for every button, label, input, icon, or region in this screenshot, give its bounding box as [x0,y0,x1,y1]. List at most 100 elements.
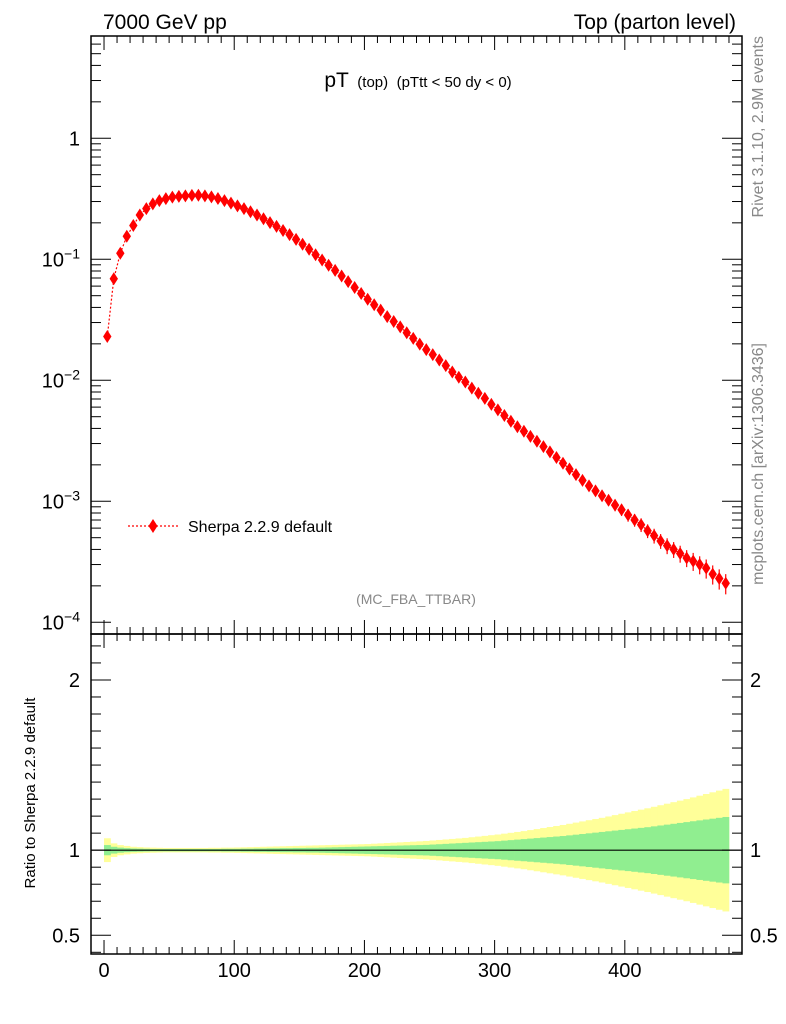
data-point [116,246,125,260]
data-point [187,188,197,202]
data-point [226,196,236,210]
data-point [435,353,444,367]
data-point [148,197,158,211]
data-point [122,229,132,243]
x-tick-label: 200 [348,960,381,982]
data-point [441,359,450,373]
data-point [662,539,672,553]
data-point [291,232,301,246]
main-title: pT (top) (pTtt < 50 dy < 0) [324,69,511,92]
data-point [591,484,600,498]
data-point [656,534,665,548]
tick-base: 10 [42,370,64,392]
data-point [422,343,431,357]
data-point [207,190,216,204]
data-point [610,498,620,512]
main-y-tick-labels: 1 10−1 10−2 10−3 10−4 [42,128,80,634]
data-point [311,248,320,262]
data-point [623,508,633,522]
data-point [461,375,470,389]
data-point [233,199,242,213]
ratio-y-tick-label-right: 0.5 [750,925,778,947]
main-y-tick-label: 10−3 [42,487,80,513]
data-point [493,403,503,417]
mcplots-label: mcplots.cern.ch [arXiv:1306.3436] [750,343,767,585]
header-right-label: Top (parton level) [574,11,736,34]
data-point [402,326,411,340]
data-point [708,567,717,581]
data-point [265,216,275,230]
data-point [369,298,379,312]
data-point [578,473,587,487]
tick-exponent: −1 [64,245,80,261]
data-point [513,420,522,434]
data-point [363,292,372,306]
data-point [317,253,327,267]
x-tick-label: 300 [478,960,511,982]
data-point [597,489,607,503]
data-point [246,205,255,219]
data-point [155,194,164,208]
data-point [617,503,626,517]
data-point [428,348,437,362]
data-point [213,191,223,205]
data-point [500,409,509,423]
data-point [330,263,340,277]
main-y-tick-label: 10−4 [42,608,80,634]
x-tick-label: 100 [218,960,251,982]
ratio-y-axis-label: Ratio to Sherpa 2.2.9 default [22,697,39,889]
data-point [194,188,203,202]
tick-exponent: −2 [64,366,80,382]
watermark-label: (MC_FBA_TTBAR) [356,591,476,607]
data-point [409,331,418,345]
ratio-axis-ticks [91,634,742,954]
data-point [454,370,464,384]
data-point [539,440,548,454]
data-point [298,237,307,251]
data-point [636,518,646,532]
title-sub-2: (pTtt < 50 dy < 0) [397,74,512,91]
ratio-y-tick-label-left: 0.5 [52,925,80,947]
data-point [161,192,171,206]
tick-exponent: −4 [64,608,80,624]
data-point [396,320,405,334]
data-point [715,572,724,586]
data-point [389,314,398,328]
title-main: pT [324,69,349,92]
data-point [669,542,678,556]
ratio-y-tick-label-right: 1 [750,840,761,862]
data-point [649,529,659,543]
data-point [682,551,691,565]
data-point [545,445,555,459]
x-tick-label: 400 [608,960,641,982]
data-point [252,208,262,222]
tick-base: 1 [69,128,80,150]
data-point [109,272,118,286]
data-point [552,450,561,464]
data-point [129,219,138,233]
main-axis-ticks [91,35,742,634]
ratio-y-tick-labels: 2 2 1 1 0.5 0.5 [52,670,778,947]
ratio-y-tick-label-left: 1 [69,840,80,862]
data-point [259,212,268,226]
data-point [103,329,112,343]
data-point [643,524,652,538]
x-tick-labels: 0 100 200 300 400 [98,960,641,982]
data-point [474,386,483,400]
data-point [174,189,184,203]
data-point [721,576,730,590]
data-point [415,337,424,351]
data-point [604,493,613,507]
data-point [376,303,385,317]
data-point [343,275,353,289]
main-y-tick-label: 1 [69,128,80,150]
data-point [285,228,294,242]
title-sub-1: (top) [357,74,388,91]
data-point [526,429,535,443]
ratio-plot-frame [90,633,743,955]
rivet-version-label: Rivet 3.1.10, 2.9M events [750,36,767,217]
main-y-tick-label: 10−1 [42,245,80,271]
data-point [675,547,685,561]
data-point [630,513,639,527]
